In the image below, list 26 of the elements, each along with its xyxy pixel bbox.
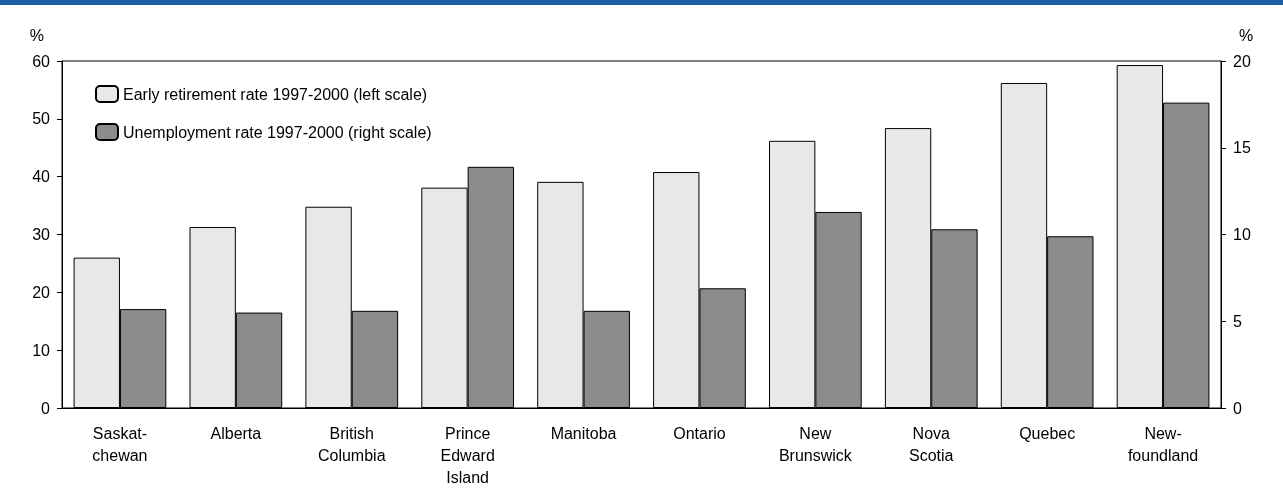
y2-tick-label: 5 xyxy=(1233,312,1242,330)
y-tick-label: 40 xyxy=(32,168,51,186)
y-tick-label: 0 xyxy=(41,399,51,417)
y2-tick-label: 10 xyxy=(1233,226,1251,243)
x-tick-label: Nova Scotia xyxy=(909,424,954,464)
y-tick-label: 30 xyxy=(32,226,51,243)
y2-tick-label: 15 xyxy=(1233,139,1251,157)
y-tick-label: 60 xyxy=(32,52,51,70)
x-tick-label: New- foundland xyxy=(1127,424,1199,464)
x-tick-label: Alberta xyxy=(210,424,262,442)
x-tick-label: Quebec xyxy=(1019,424,1076,442)
legend-label: Early retirement rate 1997-2000 (left scale) xyxy=(123,85,428,103)
y2-tick-label: 0 xyxy=(1233,399,1242,417)
x-tick-label: Prince Edward Island xyxy=(440,424,495,486)
x-tick-label: New Brunswick xyxy=(778,424,853,464)
y-axis-title: % xyxy=(29,26,44,44)
x-tick-label: Ontario xyxy=(673,424,726,442)
y2-tick-label: 20 xyxy=(1233,52,1251,70)
y-tick-label: 10 xyxy=(32,341,51,359)
x-tick-label: Manitoba xyxy=(550,424,617,442)
x-tick-label: British Columbia xyxy=(317,424,386,464)
x-tick-label: Saskat- chewan xyxy=(92,424,148,464)
y2-axis-title: % xyxy=(1239,26,1254,44)
y-tick-label: 50 xyxy=(32,110,51,128)
y-tick-label: 20 xyxy=(32,283,51,301)
legend-label: Unemployment rate 1997-2000 (right scale) xyxy=(123,123,432,141)
